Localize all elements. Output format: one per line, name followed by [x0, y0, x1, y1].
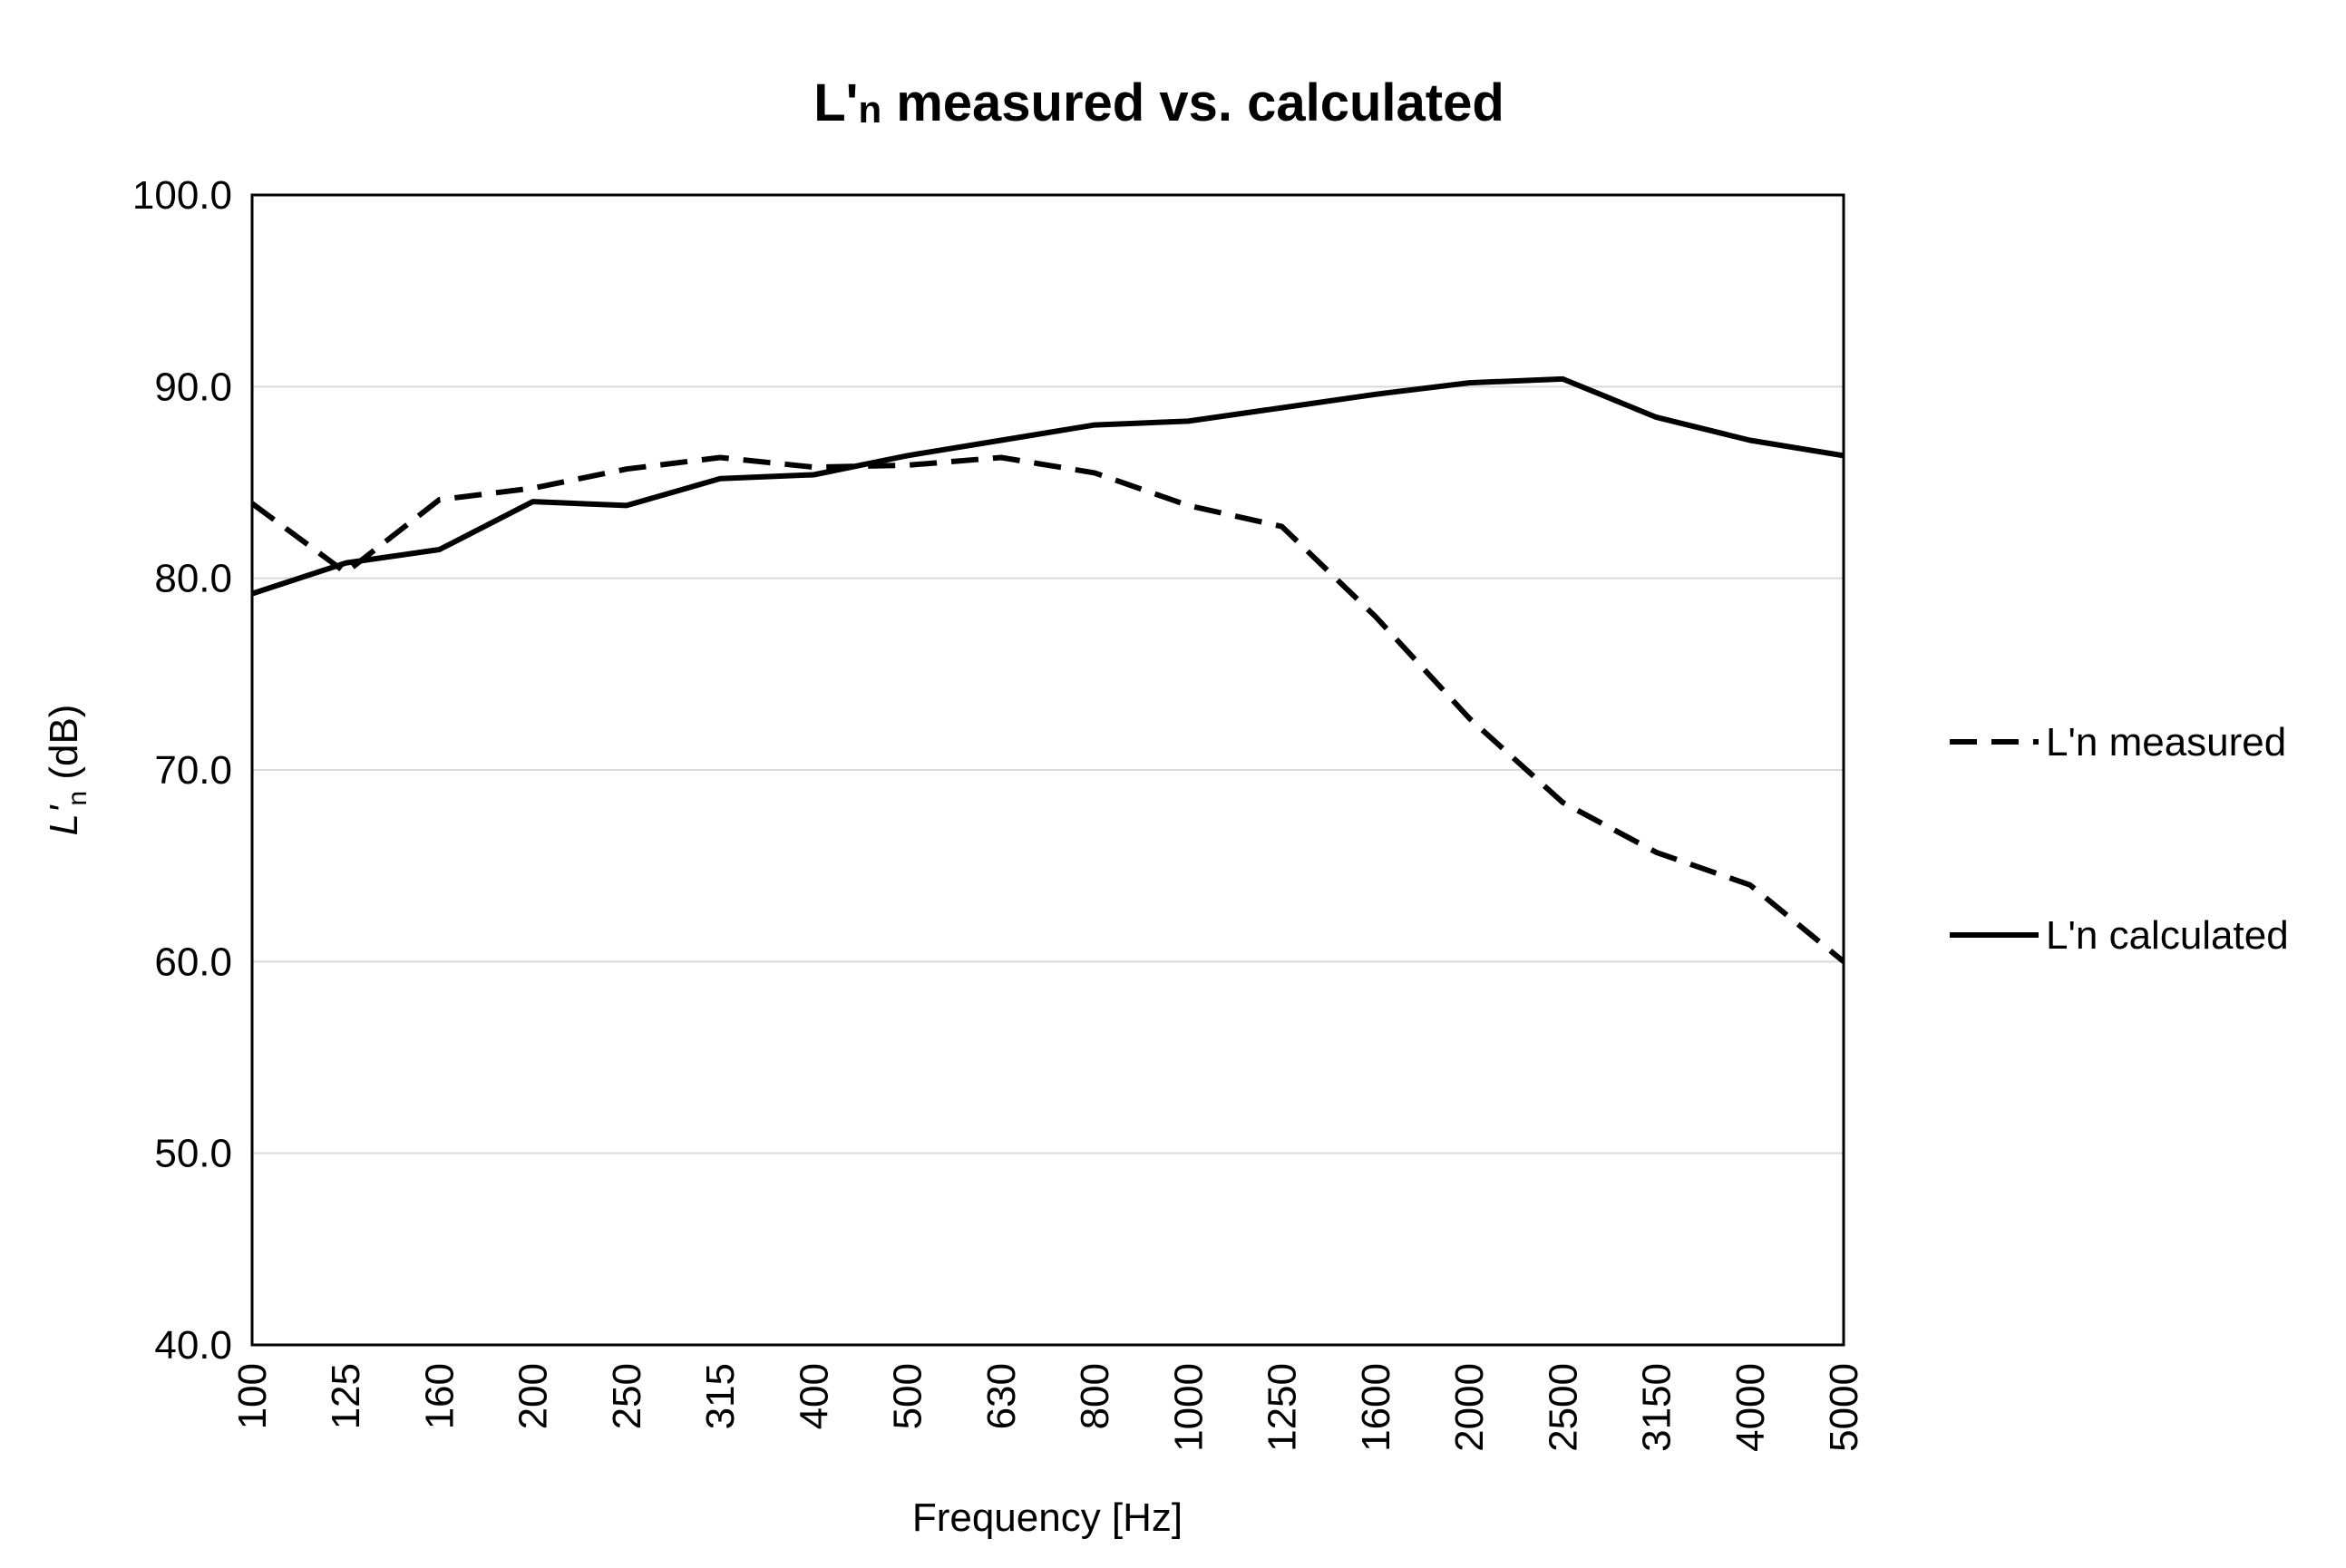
y-tick-label: 50.0	[154, 1132, 232, 1176]
x-tick-label: 315	[698, 1363, 743, 1429]
y-tick-label: 40.0	[154, 1323, 232, 1368]
x-tick-label: 1000	[1166, 1363, 1211, 1452]
y-tick-label: 90.0	[154, 365, 232, 409]
chart-title-rest: measured vs. calculated	[881, 73, 1504, 132]
chart-title: L'n measured vs. calculated	[813, 73, 1504, 132]
y-tick-label: 70.0	[154, 748, 232, 793]
x-tick-label: 800	[1073, 1363, 1117, 1429]
x-tick-label: 630	[979, 1363, 1024, 1429]
y-axis-label: L'n (dB)	[42, 705, 92, 836]
chart-title-main: L'	[813, 73, 858, 132]
x-tick-label: 400	[792, 1363, 836, 1429]
series-line-measured	[250, 454, 1845, 964]
y-axis-ticks: 40.0 50.0 60.0 70.0 80.0 90.0 100.0	[132, 173, 232, 1368]
legend-label: L'n measured	[2046, 720, 2286, 765]
x-tick-label: 1250	[1261, 1363, 1305, 1452]
y-tick-label: 100.0	[132, 173, 232, 218]
x-tick-label: 2000	[1447, 1363, 1492, 1452]
y-tick-label: 60.0	[154, 940, 232, 984]
y-axis-label-main: L'	[42, 804, 86, 835]
gridlines	[252, 385, 1844, 1154]
y-axis-label-unit: (dB)	[42, 705, 86, 791]
x-axis-label: Frequency [Hz]	[912, 1495, 1183, 1540]
x-tick-label: 200	[511, 1363, 556, 1429]
y-axis-label-subscript: n	[63, 791, 92, 806]
legend: L'n measured L'n calculated	[1950, 720, 2289, 958]
x-tick-label: 3150	[1635, 1363, 1679, 1452]
series-line-calculated	[251, 375, 1845, 597]
x-tick-label: 250	[605, 1363, 649, 1429]
series-layer	[250, 375, 1845, 964]
x-tick-label: 500	[886, 1363, 930, 1429]
x-tick-label: 100	[230, 1363, 275, 1429]
x-axis-ticks: 100 125 160 200 250 315 400 500 630 800 1000 1250 16…	[230, 1363, 1866, 1452]
x-tick-label: 1600	[1354, 1363, 1398, 1452]
x-tick-label: 125	[324, 1363, 368, 1429]
x-tick-label: 160	[417, 1363, 462, 1429]
x-tick-label: 4000	[1728, 1363, 1773, 1452]
plot-area-frame	[250, 193, 1845, 1347]
x-tick-label: 5000	[1822, 1363, 1866, 1452]
y-tick-label: 80.0	[154, 557, 232, 601]
x-tick-label: 2500	[1541, 1363, 1585, 1452]
chart-title-subscript: n	[858, 88, 881, 131]
legend-label: L'n calculated	[2046, 913, 2289, 958]
